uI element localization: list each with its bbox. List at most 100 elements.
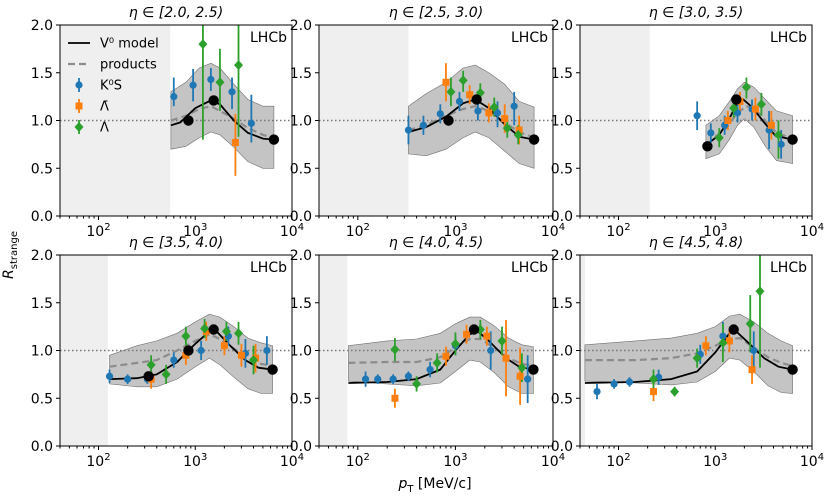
lambda-point [692,353,702,364]
x-tick-label: 104 [800,452,824,470]
lambdabar-point [442,78,450,86]
legend-lambda-swatch [74,122,84,132]
lambdabar-point [182,351,190,359]
legend-lambdabar-swatch [75,102,83,110]
model-point [528,134,540,145]
model-point [787,134,798,145]
x-tick-base: 10 [346,224,364,240]
ks0-point [105,372,114,380]
lambda-point [489,102,499,113]
x-tick-base: 10 [183,224,201,240]
x-tick-exponent: 2 [104,222,110,233]
y-axis-label-subscript: strange [9,231,20,269]
x-tick-base: 10 [86,454,104,470]
ks0-point [361,375,370,383]
lambdabar-point [751,105,759,113]
lambda-point [146,359,156,370]
lambda-point [198,39,208,50]
x-tick-exponent: 3 [201,222,207,233]
legend-ks0-swatch [75,81,83,89]
ks0-point [593,387,601,396]
x-tick-base: 10 [280,224,298,240]
lambdabar-point [466,91,474,99]
x-tick-exponent: 3 [721,222,727,233]
ks0-point [693,112,701,120]
lambda-point [181,331,191,342]
x-tick-exponent: 4 [559,222,565,233]
legend-label-lambda: Λ [100,121,109,136]
y-tick-label: 0.0 [551,439,573,455]
lambda-point [446,86,456,97]
x-tick-exponent: 4 [298,452,304,463]
plot-area [580,255,812,446]
y-tick-label: 1.0 [31,114,53,130]
products-line [408,105,535,139]
plot-area [319,25,553,216]
exclusion-region [60,255,108,446]
x-tick-label: 102 [606,222,630,240]
model-point [183,115,194,126]
x-tick-label: 102 [86,452,110,470]
x-axis-label-subscript: T [406,484,414,495]
ks0-point [228,88,236,96]
model-point [268,134,280,145]
x-tick-label: 103 [183,222,207,240]
ks0-point [263,346,271,355]
ks0-point [474,107,482,115]
y-tick-label: 0.0 [551,209,573,225]
x-tick-label: 104 [280,222,304,240]
lambda-point [718,337,728,348]
y-tick-label: 1.0 [31,344,53,360]
lambda-point [161,369,171,380]
model-point [471,94,482,105]
x-tick-exponent: 2 [364,452,370,463]
x-tick-base: 10 [280,454,298,470]
lambdabar-point [463,330,471,338]
x-tick-label: 104 [541,222,565,240]
x-tick-base: 10 [606,454,624,470]
ks0-point [426,366,434,374]
panel-title: η ∈ [2.0, 2.5) [129,5,223,21]
y-tick-label: 2.0 [551,18,573,34]
model-point [143,371,154,382]
ks0-point [197,346,205,355]
lambdabar-point [748,366,756,374]
ks0-point [524,375,532,383]
lambda-point [648,374,658,385]
lambda-point [517,362,527,373]
lambda-point [714,132,724,143]
lambda-point [221,326,231,337]
ks0-point [610,380,618,388]
lambda-point [215,77,225,88]
y-tick-label: 1.0 [290,344,312,360]
lambda-point [390,344,400,355]
model-point [702,141,713,152]
y-tick-label: 2.0 [290,248,312,264]
y-tick-label: 0.5 [551,161,573,177]
experiment-label: LHCb [511,30,548,46]
x-tick-exponent: 4 [818,222,824,233]
y-tick-label: 0.5 [290,161,312,177]
products-line [348,337,534,367]
y-tick-label: 1.0 [290,114,312,130]
ks0-point [404,126,413,134]
lambda-point [248,355,258,366]
x-tick-label: 103 [443,452,467,470]
x-tick-label: 102 [86,222,110,240]
x-tick-exponent: 2 [364,222,370,233]
x-tick-label: 104 [800,222,824,240]
lambdabar-point [516,372,524,380]
ks0-point [189,81,197,89]
lambda-point [458,75,468,86]
x-tick-exponent: 2 [104,452,110,463]
y-tick-label: 2.0 [31,18,53,34]
x-tick-label: 103 [703,222,727,240]
ks0-point [170,356,178,364]
x-axis-label: pT [MeV/c] [397,476,471,495]
x-tick-exponent: 3 [201,452,207,463]
legend: V⁰ model products K⁰S Λ̄ Λ [68,37,159,136]
experiment-label: LHCb [511,260,548,276]
lambda-point [200,323,210,334]
